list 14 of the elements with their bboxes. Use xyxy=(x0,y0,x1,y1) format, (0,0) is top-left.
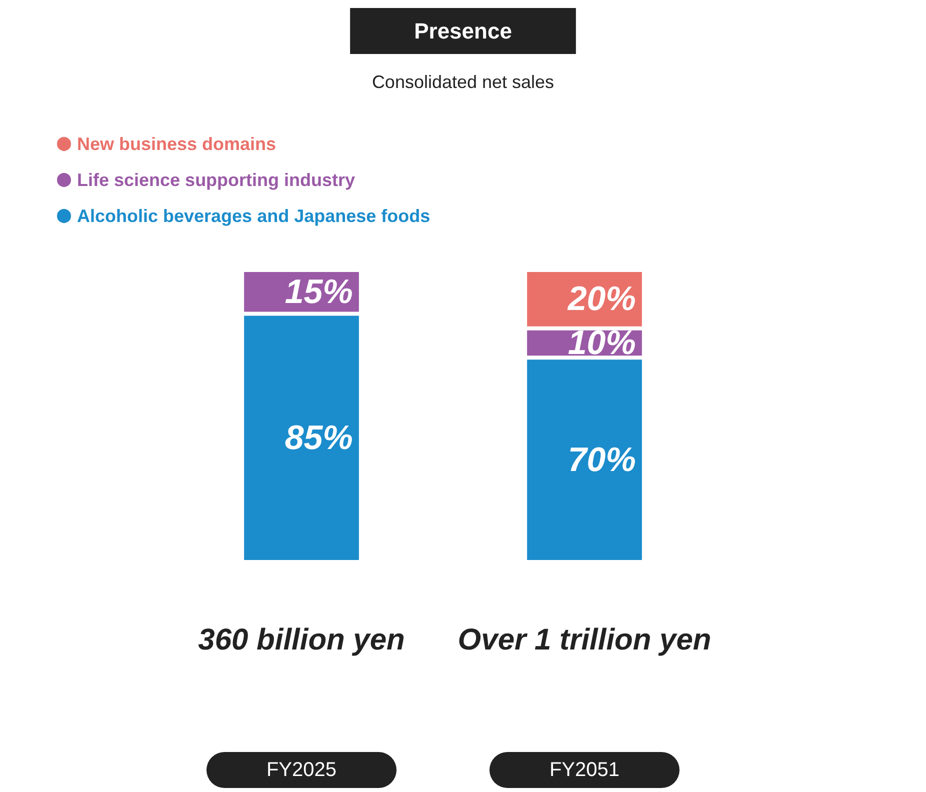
data-label: 20% xyxy=(566,280,636,318)
data-label: 70% xyxy=(568,440,636,479)
legend-label: Life science supporting industry xyxy=(77,170,356,190)
data-label: 10% xyxy=(568,324,636,362)
text: 360 billion yen xyxy=(198,624,405,656)
x-tick-label: FY2051 xyxy=(549,759,620,781)
x-tick-label: FY2025 xyxy=(266,759,337,781)
legend-label: New business domains xyxy=(77,134,276,154)
legend-label: Alcoholic beverages and Japanese foods xyxy=(77,206,430,226)
chart-title: Presence xyxy=(414,18,512,44)
chart-subtitle: Consolidated net sales xyxy=(372,72,554,92)
data-label: 15% xyxy=(284,272,353,311)
text: Over 1 trillion yen xyxy=(458,624,712,656)
data-label: 85% xyxy=(284,418,353,457)
